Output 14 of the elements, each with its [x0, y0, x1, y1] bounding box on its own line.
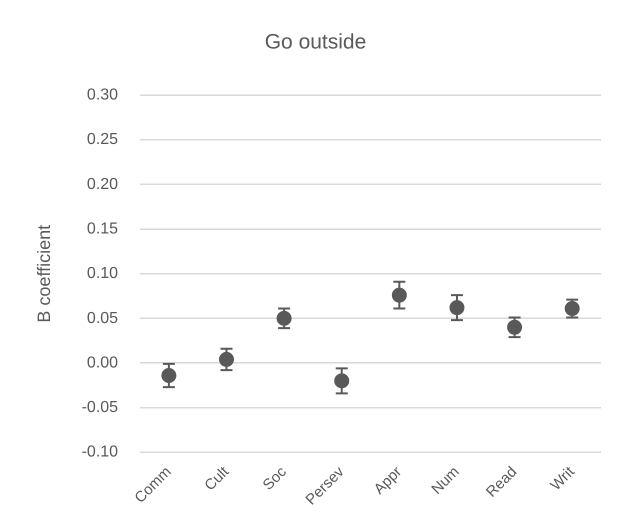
y-tick-label: 0.15: [86, 220, 118, 238]
x-tick-label: Soc: [260, 463, 290, 494]
x-tick-label: Writ: [547, 462, 579, 494]
y-tick-label: -0.10: [82, 444, 118, 461]
y-tick-label: 0.00: [86, 354, 118, 372]
y-tick-label: 0.10: [86, 265, 118, 282]
y-tick-label: 0.30: [86, 86, 118, 104]
chart-title: Go outside: [264, 30, 366, 54]
y-tick-label: 0.25: [86, 131, 118, 148]
x-tick-label: Cult: [201, 462, 233, 494]
y-tick-label: -0.05: [82, 399, 118, 416]
y-tick-label: 0.05: [86, 310, 118, 327]
y-tick-label: 0.20: [86, 176, 118, 193]
y-axis-title: B coefficient: [34, 224, 54, 323]
